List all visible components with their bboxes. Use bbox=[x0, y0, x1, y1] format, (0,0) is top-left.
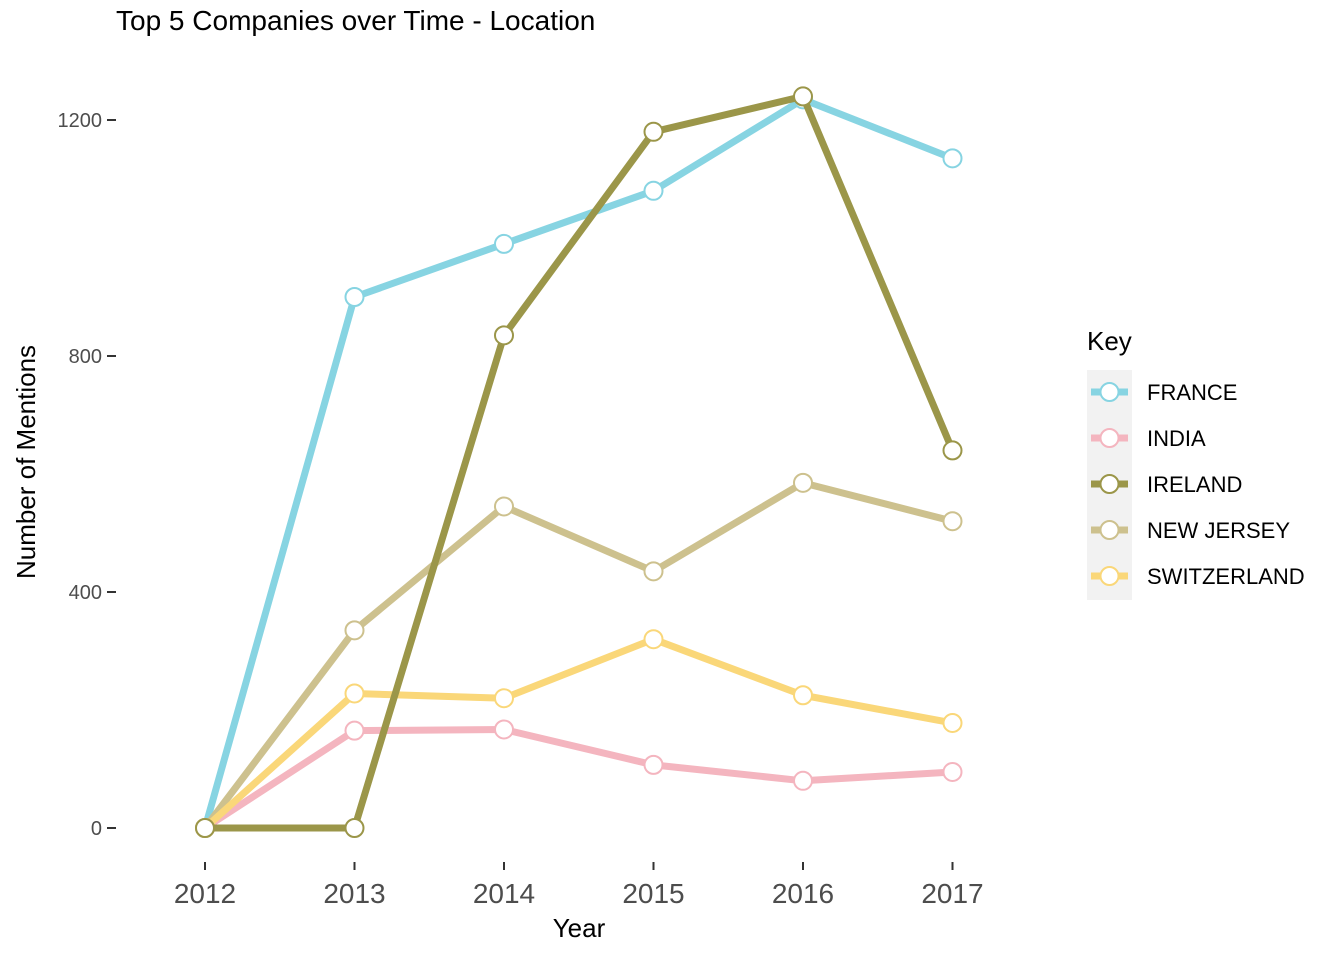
series-ireland bbox=[195, 86, 963, 838]
y-tick-label: 400 bbox=[69, 582, 102, 604]
data-point-india bbox=[494, 719, 514, 740]
legend-key-point bbox=[1099, 566, 1120, 586]
data-point-ireland bbox=[643, 121, 664, 142]
legend-label: IRELAND bbox=[1147, 472, 1242, 497]
x-tick-label: 2016 bbox=[772, 878, 834, 909]
legend-label: FRANCE bbox=[1147, 380, 1237, 405]
y-tick-label: 0 bbox=[91, 818, 102, 840]
x-tick-label: 2013 bbox=[323, 878, 385, 909]
data-point-switzerland bbox=[643, 629, 664, 650]
data-point-ireland bbox=[344, 818, 365, 838]
data-point-india bbox=[643, 754, 664, 775]
data-point-ireland bbox=[195, 818, 215, 838]
data-point-new-jersey bbox=[643, 561, 664, 582]
legend-key-point bbox=[1099, 474, 1120, 494]
data-point-india bbox=[942, 761, 963, 782]
data-point-france bbox=[344, 287, 365, 307]
data-point-france bbox=[494, 233, 514, 254]
series-line-france bbox=[201, 95, 954, 829]
data-point-new-jersey bbox=[793, 472, 813, 493]
legend: Key FRANCE INDIA IRELAND NEW JERSEY SWITZERL… bbox=[1087, 326, 1305, 600]
legend-items: FRANCE INDIA IRELAND NEW JERSEY SWITZERLAND bbox=[1091, 380, 1305, 589]
legend-item-new-jersey: NEW JERSEY bbox=[1091, 518, 1290, 543]
legend-label: NEW JERSEY bbox=[1147, 518, 1290, 543]
x-axis: 2012 2013 2014 2015 2016 2017 bbox=[174, 862, 984, 909]
legend-label: INDIA bbox=[1147, 426, 1206, 451]
data-point-india bbox=[793, 770, 813, 791]
y-axis-title: Number of Mentions bbox=[11, 345, 41, 579]
x-tick-label: 2012 bbox=[174, 878, 236, 909]
x-tick-label: 2015 bbox=[622, 878, 684, 909]
legend-item-switzerland: SWITZERLAND bbox=[1091, 564, 1305, 589]
legend-key-point bbox=[1099, 428, 1120, 448]
series-new-jersey bbox=[195, 472, 963, 838]
y-tick-label: 800 bbox=[69, 346, 102, 368]
legend-item-france: FRANCE bbox=[1091, 380, 1237, 405]
series-line-switzerland bbox=[202, 635, 954, 831]
data-point-new-jersey bbox=[494, 496, 514, 517]
data-point-india bbox=[344, 720, 365, 741]
legend-title: Key bbox=[1087, 326, 1132, 356]
data-point-ireland bbox=[494, 325, 514, 346]
series-india bbox=[195, 719, 963, 838]
legend-item-india: INDIA bbox=[1091, 426, 1206, 451]
x-tick-label: 2014 bbox=[473, 878, 535, 909]
x-tick-label: 2017 bbox=[921, 878, 983, 909]
data-point-switzerland bbox=[494, 688, 514, 709]
series-line-ireland bbox=[205, 92, 956, 832]
series-line-india bbox=[203, 725, 953, 831]
data-point-france bbox=[643, 180, 664, 201]
legend-label: SWITZERLAND bbox=[1147, 564, 1305, 589]
data-point-france bbox=[942, 148, 963, 169]
data-point-ireland bbox=[942, 440, 963, 461]
series-switzerland bbox=[195, 629, 963, 838]
legend-key-point bbox=[1099, 382, 1120, 402]
data-point-ireland bbox=[793, 86, 813, 107]
series-line-new-jersey bbox=[202, 479, 954, 831]
legend-item-ireland: IRELAND bbox=[1091, 472, 1242, 497]
chart-title: Top 5 Companies over Time - Location bbox=[116, 5, 595, 36]
x-axis-title: Year bbox=[553, 913, 606, 943]
data-point-switzerland bbox=[793, 685, 813, 706]
y-axis: 0 400 800 1200 bbox=[58, 110, 116, 840]
data-point-new-jersey bbox=[942, 511, 963, 532]
legend-key-point bbox=[1099, 520, 1120, 540]
y-tick-label: 1200 bbox=[58, 110, 103, 132]
data-point-switzerland bbox=[344, 683, 365, 704]
data-point-switzerland bbox=[942, 712, 963, 733]
series-layer bbox=[195, 86, 963, 838]
data-point-new-jersey bbox=[344, 620, 365, 641]
